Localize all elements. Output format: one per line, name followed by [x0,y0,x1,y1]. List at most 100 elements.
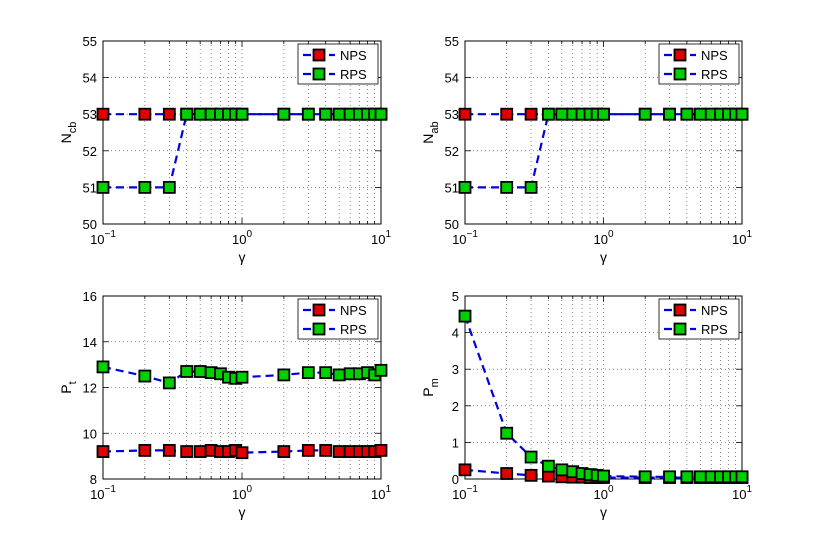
data-point [332,445,346,458]
data-point [277,107,291,121]
legend-label: RPS [340,67,367,82]
legend-marker [312,67,326,81]
data-point [680,470,694,484]
axes-frame [102,295,382,480]
data-point [162,444,176,457]
legend-label: RPS [701,67,728,82]
legend-label: RPS [701,322,728,337]
legend-label: NPS [340,303,367,318]
data-point [458,309,472,323]
y-tick-label: 53 [83,107,97,122]
y-tick-label: 54 [83,71,97,86]
y-tick-label: 8 [90,472,97,487]
data-point [235,446,249,460]
x-tick-label: 101 [732,484,752,502]
x-tick-exponent: 1 [385,484,391,495]
x-tick-label: 10−1 [90,484,116,502]
y-axis-label-sub: cb [67,122,79,134]
data-point [162,180,176,194]
y-tick-label: 4 [452,326,459,341]
y-axis-label: Pt [58,381,79,393]
y-tick-label: 52 [83,144,97,159]
x-tick-base: 10 [90,487,104,502]
x-tick-base: 10 [371,232,385,247]
data-point [555,463,569,477]
x-axis-label: γ [600,504,607,520]
x-tick-base: 10 [732,487,746,502]
data-point [332,107,346,121]
legend-marker [673,48,687,62]
legend-label: NPS [701,48,728,63]
data-point [500,467,514,480]
data-point [458,107,472,121]
x-tick-label: 101 [732,229,752,247]
series-markers-rps [458,309,749,484]
legend-box [297,43,379,85]
legend-marker [312,303,326,317]
y-tick-label: 53 [445,107,459,122]
x-tick-base: 10 [232,487,246,502]
data-point [180,107,194,121]
y-tick-label: 16 [83,289,97,304]
data-point [374,363,388,377]
data-point [458,180,472,194]
y-tick-label: 54 [445,71,459,86]
data-point [524,180,538,194]
y-tick-label: 52 [445,144,459,159]
data-point [693,107,707,121]
x-axis-label: γ [600,249,607,265]
legend-box [658,298,740,340]
x-tick-exponent: −1 [467,484,479,495]
y-axis-label-main: N [420,134,436,144]
y-axis-label-main: P [420,387,436,396]
y-tick-label: 0 [452,472,459,487]
x-tick-label: 100 [593,229,613,247]
data-point [301,444,315,457]
y-tick-label: 14 [83,335,97,350]
x-axis-label: γ [239,249,246,265]
legend-marker [312,48,326,62]
x-tick-exponent: −1 [105,484,117,495]
x-tick-label: 100 [593,484,613,502]
data-point [332,368,346,382]
data-point [524,468,538,482]
x-tick-base: 10 [593,232,607,247]
y-axis-label-main: N [58,133,74,143]
y-tick-label: 10 [83,426,97,441]
series-markers-rps [96,360,388,390]
data-point [735,107,749,121]
x-tick-label: 100 [232,484,252,502]
data-point [319,444,333,457]
x-tick-base: 10 [90,232,104,247]
y-axis-label: Nab [420,121,441,143]
grid [465,41,742,224]
y-axis-label: Pm [420,378,441,397]
x-tick-label: 10−1 [452,229,478,247]
legend: NPS RPS [297,43,379,85]
series-markers-nps [96,444,388,460]
data-point [193,365,207,378]
y-tick-label: 50 [445,217,459,232]
data-point [374,107,388,121]
x-tick-label: 101 [371,229,391,247]
y-axis-label-sub: m [429,378,441,387]
data-point [277,368,291,382]
y-tick-label: 55 [445,34,459,49]
x-tick-exponent: −1 [105,229,117,240]
x-tick-base: 10 [732,232,746,247]
x-tick-base: 10 [452,487,466,502]
data-point [96,180,110,194]
data-point [597,107,610,121]
x-tick-base: 10 [232,232,246,247]
legend-marker [312,322,326,336]
y-tick-label: 55 [83,34,97,49]
grid [465,296,742,479]
x-tick-label: 100 [232,229,252,247]
x-tick-exponent: 0 [608,484,614,495]
legend-label: NPS [701,303,728,318]
data-point [663,470,676,484]
data-point [235,107,249,121]
legend-label: RPS [340,322,367,337]
